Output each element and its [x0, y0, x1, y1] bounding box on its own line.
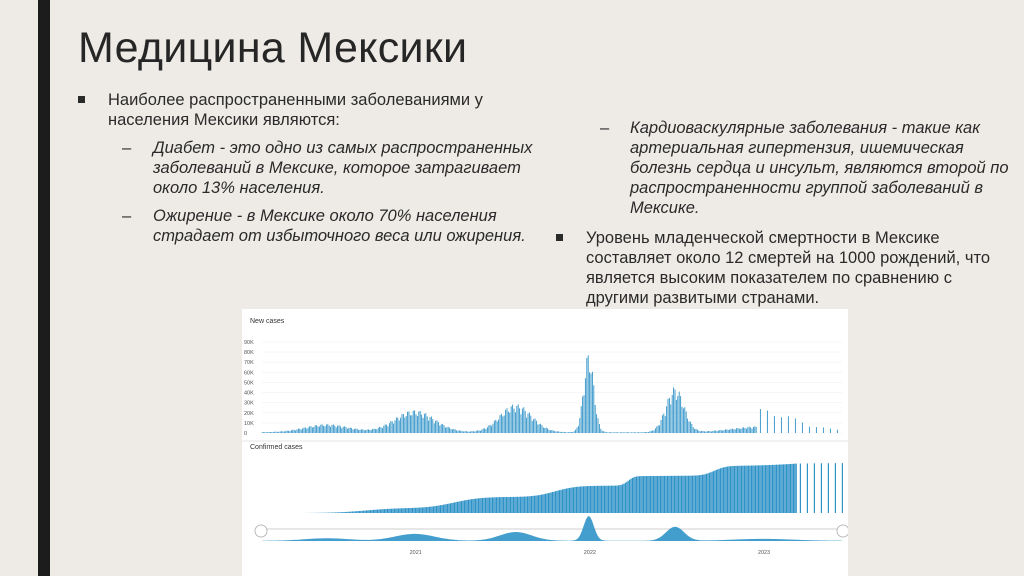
confirmed-cases-bars — [301, 463, 844, 513]
y-tick-label: 30K — [244, 401, 254, 407]
bullet-infant-mortality: Уровень младенческой смертности в Мексик… — [548, 228, 1018, 308]
sub-item-text: Ожирение - в Мексике около 70% населения… — [153, 207, 526, 245]
x-tick-label: 2022 — [584, 550, 596, 556]
new-cases-label: New cases — [250, 318, 285, 325]
range-handle-left[interactable] — [254, 524, 268, 538]
square-bullet-icon — [78, 96, 85, 103]
y-tick-label: 60K — [244, 370, 254, 376]
x-axis-ticks: 2021 2022 2023 — [410, 550, 770, 556]
covid-chart-image: New cases 90K 80K 70K 60K 50K 40K 30K 20K 10K 0 C… — [242, 309, 848, 576]
y-tick-label: 0 — [244, 431, 247, 437]
confirmed-cases-label: Confirmed cases — [250, 444, 303, 451]
bullet-text: Уровень младенческой смертности в Мексик… — [586, 229, 991, 307]
square-bullet-icon — [556, 234, 563, 241]
sub-item-text: Диабет - это одно из самых распространен… — [153, 139, 533, 197]
y-tick-label: 90K — [244, 340, 254, 346]
sub-item-diabetes: – Диабет - это одно из самых распростран… — [78, 138, 548, 198]
right-column: – Кардиоваскулярные заболевания - такие … — [548, 118, 1018, 308]
chart-grid — [262, 341, 842, 434]
bullet-diseases: Наиболее распространенными заболеваниями… — [78, 90, 548, 130]
left-column: Наиболее распространенными заболеваниями… — [78, 90, 548, 246]
y-tick-label: 80K — [244, 350, 254, 356]
x-tick-label: 2023 — [758, 550, 770, 556]
sub-item-text: Кардиоваскулярные заболевания - такие ка… — [630, 119, 1009, 217]
y-tick-label: 50K — [244, 380, 254, 386]
y-axis-ticks: 90K 80K 70K 60K 50K 40K 30K 20K 10K 0 — [244, 340, 254, 437]
sub-item-cardiovascular: – Кардиоваскулярные заболевания - такие … — [548, 118, 1018, 218]
y-tick-label: 20K — [244, 411, 254, 417]
slide-title: Медицина Мексики — [78, 24, 468, 72]
dash-icon: – — [122, 139, 132, 157]
y-tick-label: 70K — [244, 360, 254, 366]
y-tick-label: 10K — [244, 421, 254, 427]
y-tick-label: 40K — [244, 391, 254, 397]
range-handle-right[interactable] — [836, 524, 848, 538]
sub-item-obesity: – Ожирение - в Мексике около 70% населен… — [78, 206, 548, 246]
accent-bar — [38, 0, 50, 576]
x-tick-label: 2021 — [410, 550, 422, 556]
dash-icon: – — [600, 119, 610, 137]
bullet-text: Наиболее распространенными заболеваниями… — [108, 91, 483, 129]
new-cases-bars — [261, 355, 838, 433]
dash-icon: – — [122, 207, 132, 225]
covid-chart-svg: New cases 90K 80K 70K 60K 50K 40K 30K 20K 10K 0 C… — [242, 318, 848, 556]
navigator-area — [262, 516, 842, 541]
